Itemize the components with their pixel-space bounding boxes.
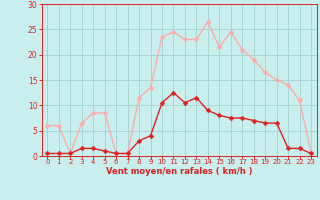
X-axis label: Vent moyen/en rafales ( km/h ): Vent moyen/en rafales ( km/h )	[106, 167, 252, 176]
